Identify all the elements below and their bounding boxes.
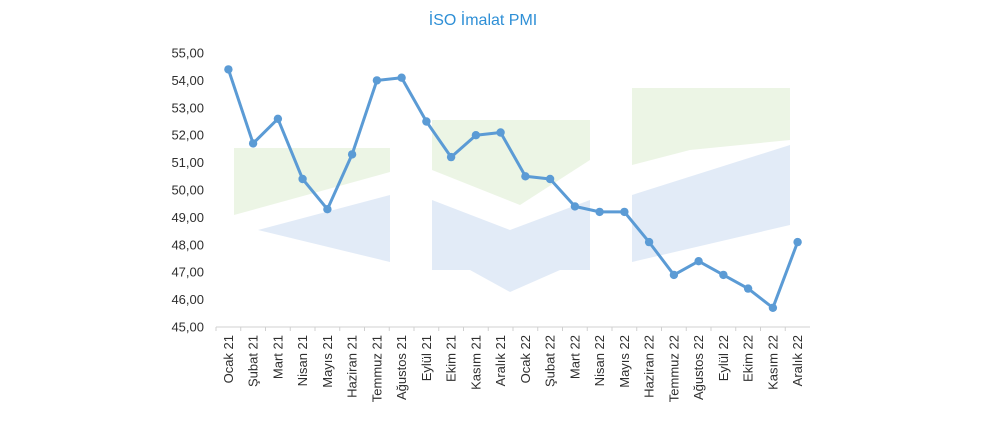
x-tick-label: Şubat 21 — [246, 335, 261, 387]
x-tick-label: Ağustos 21 — [394, 335, 409, 400]
data-point — [768, 303, 778, 312]
x-tick-label: Şubat 22 — [543, 335, 558, 387]
x-tick-label: Nisan 22 — [592, 335, 607, 386]
x-tick-label: Temmuz 21 — [369, 335, 384, 402]
x-tick-label: Haziran 22 — [642, 335, 657, 398]
x-tick-label: Kasım 21 — [468, 335, 483, 390]
data-point — [323, 205, 332, 214]
y-tick-label: 51,00 — [171, 155, 204, 170]
y-tick-label: 53,00 — [171, 100, 204, 115]
y-tick-label: 54,00 — [171, 73, 204, 88]
x-tick-label: Mayıs 21 — [320, 335, 335, 388]
x-tick-label: Mart 22 — [567, 335, 582, 379]
data-point — [224, 65, 233, 74]
data-point — [719, 270, 728, 280]
x-tick-label: Ocak 22 — [518, 335, 533, 383]
data-point — [273, 114, 283, 124]
background-watermark — [234, 88, 790, 292]
y-tick-label: 48,00 — [171, 237, 204, 252]
data-point — [743, 284, 753, 293]
y-tick-label: 50,00 — [171, 183, 204, 198]
x-tick-label: Haziran 21 — [345, 335, 360, 398]
data-point — [620, 207, 629, 217]
data-point — [694, 257, 703, 266]
data-point — [496, 128, 505, 137]
data-point — [397, 73, 406, 82]
data-point — [644, 237, 654, 247]
data-point — [595, 207, 604, 217]
data-point — [248, 139, 258, 148]
data-point — [372, 76, 382, 85]
y-tick-label: 46,00 — [171, 292, 204, 307]
x-axis: Ocak 21 Şubat 21 Mart 21 Nisan 21 Mayıs 21 Ha… — [215, 327, 805, 402]
x-tick-label: Aralık 22 — [790, 335, 805, 386]
y-tick-label: 49,00 — [171, 210, 204, 225]
x-tick-label: Mayıs 22 — [617, 335, 632, 388]
x-tick-label: Aralık 21 — [493, 335, 508, 386]
x-tick-label: Ocak 21 — [221, 335, 236, 383]
x-tick-label: Ağustos 22 — [691, 335, 706, 400]
x-tick-label: Kasım 22 — [765, 335, 780, 390]
data-point — [570, 202, 580, 211]
y-tick-label: 47,00 — [171, 265, 204, 280]
y-tick-label: 55,00 — [171, 46, 204, 61]
x-tick-label: Temmuz 22 — [666, 335, 681, 402]
data-point — [669, 270, 679, 280]
x-tick-label: Nisan 21 — [295, 335, 310, 386]
y-tick-label: 45,00 — [171, 320, 204, 335]
data-point — [347, 150, 357, 159]
data-point — [298, 174, 307, 184]
x-tick-label: Eylül 21 — [419, 335, 434, 381]
x-tick-label: Ekim 21 — [444, 335, 459, 382]
series-layer — [224, 65, 802, 312]
x-tick-label: Mart 21 — [270, 335, 285, 379]
x-tick-label: Ekim 22 — [741, 335, 756, 382]
data-point — [521, 172, 530, 181]
data-point — [545, 174, 555, 184]
data-point — [793, 237, 802, 247]
y-axis: 45,00 46,00 47,00 48,00 49,00 50,00 51,00 52,00… — [171, 46, 204, 335]
y-tick-label: 52,00 — [171, 128, 204, 143]
series-line — [226, 68, 800, 310]
data-point — [422, 117, 431, 126]
chart-title: İSO İmalat PMI — [429, 10, 537, 29]
x-tick-label: Eylül 22 — [716, 335, 731, 381]
data-point — [446, 152, 456, 162]
data-point — [471, 131, 481, 140]
